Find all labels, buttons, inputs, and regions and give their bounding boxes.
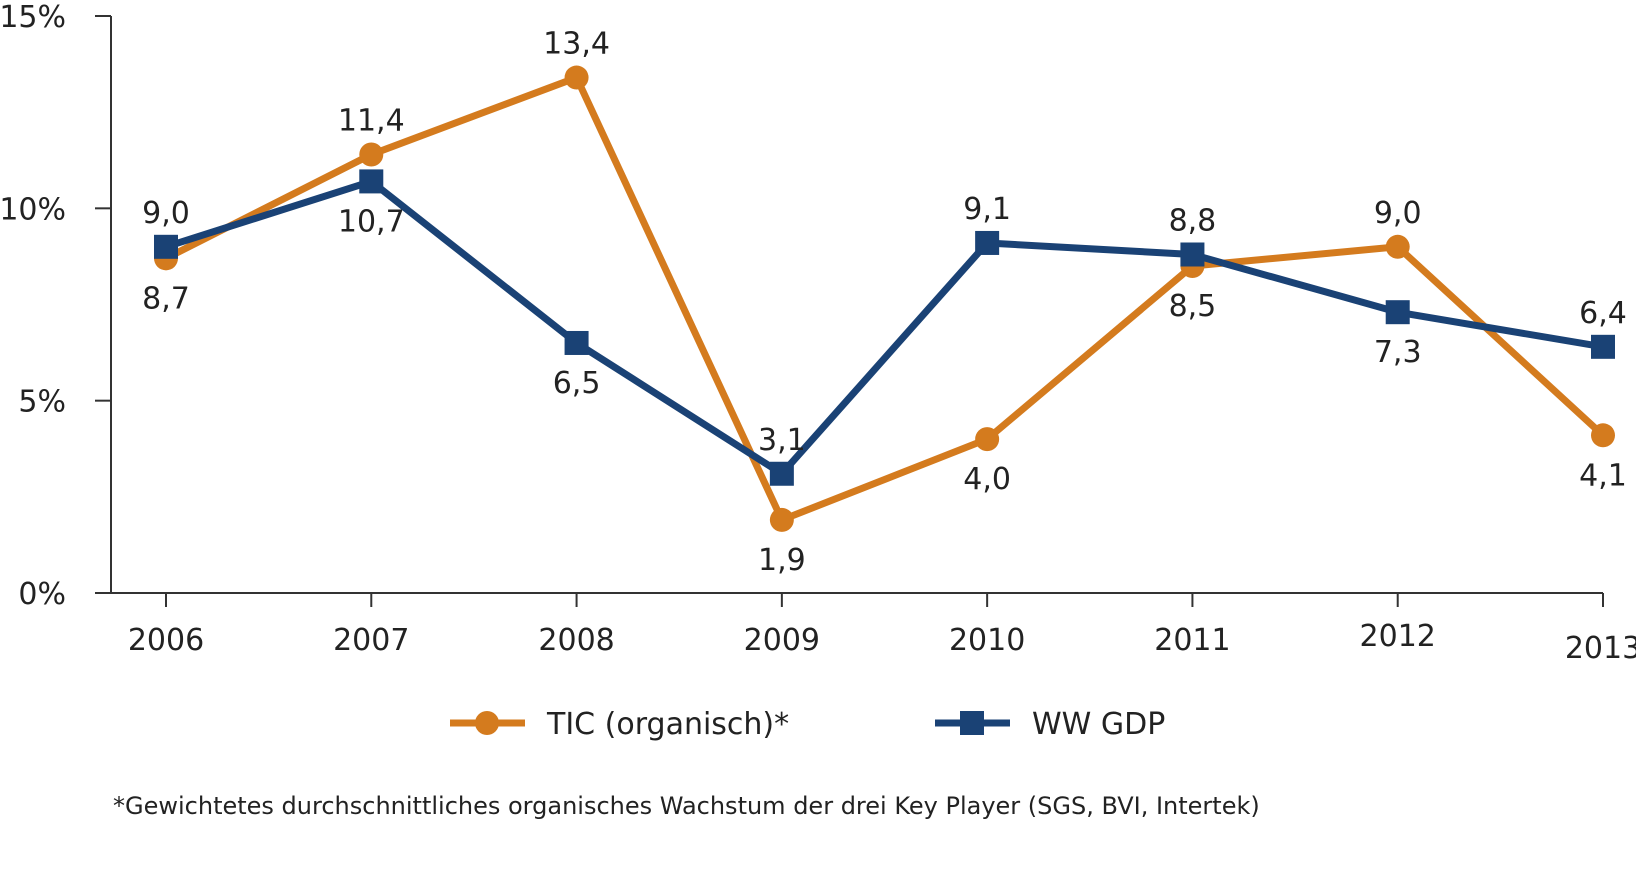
data-point-circle: [1385, 234, 1410, 259]
data-label: 1,9: [758, 543, 806, 578]
legend-circle-icon: [475, 711, 499, 735]
data-label: 8,8: [1169, 203, 1217, 238]
y-tick-label: 0%: [18, 577, 66, 612]
legend-label: WW GDP: [1032, 707, 1165, 742]
series-line-gdp: [164, 177, 1604, 479]
data-label: 13,4: [543, 27, 610, 62]
data-point-square: [975, 230, 1000, 255]
data-point-circle: [769, 507, 794, 532]
y-tick-label: 15%: [0, 0, 66, 35]
data-point-square: [769, 461, 794, 486]
x-tick-label: 2010: [949, 623, 1025, 658]
data-label: 8,7: [142, 281, 190, 316]
data-label: 8,5: [1169, 289, 1217, 324]
data-label: 6,4: [1579, 296, 1627, 331]
data-label: 9,0: [1374, 196, 1422, 231]
x-tick-label: 2013: [1565, 631, 1636, 666]
data-point-square: [154, 234, 178, 259]
y-tick-label: 5%: [18, 385, 66, 420]
series-line-tic: [164, 73, 1606, 525]
x-tick-label: 2011: [1154, 623, 1230, 658]
data-label: 4,1: [1579, 458, 1627, 493]
data-label: 6,5: [553, 366, 601, 401]
data-label: 9,0: [142, 196, 190, 231]
data-point-square: [359, 169, 384, 194]
x-tick-label: 2009: [744, 623, 820, 658]
data-label: 11,4: [338, 103, 405, 138]
data-point-circle: [564, 65, 589, 90]
footnote: *Gewichtetes durchschnittliches organisc…: [113, 792, 1260, 820]
data-label: 9,1: [963, 192, 1011, 227]
y-tick-label: 10%: [0, 192, 66, 227]
data-label: 7,3: [1374, 335, 1422, 370]
data-label: 4,0: [963, 462, 1011, 497]
data-label: 3,1: [758, 423, 806, 458]
x-tick-label: 2012: [1360, 619, 1436, 654]
data-point-square: [1180, 242, 1205, 267]
legend-label: TIC (organisch)*: [546, 707, 789, 742]
data-point-square: [1385, 300, 1410, 325]
x-tick-label: 2006: [128, 623, 204, 658]
x-tick-label: 2007: [333, 623, 409, 658]
data-point-circle: [359, 142, 384, 167]
data-label: 10,7: [338, 204, 405, 239]
data-point-square: [1591, 334, 1615, 359]
data-point-circle: [1591, 423, 1615, 448]
data-point-square: [564, 330, 589, 355]
data-point-circle: [975, 427, 1000, 452]
x-tick-label: 2008: [538, 623, 614, 658]
legend-square-icon: [960, 711, 984, 735]
